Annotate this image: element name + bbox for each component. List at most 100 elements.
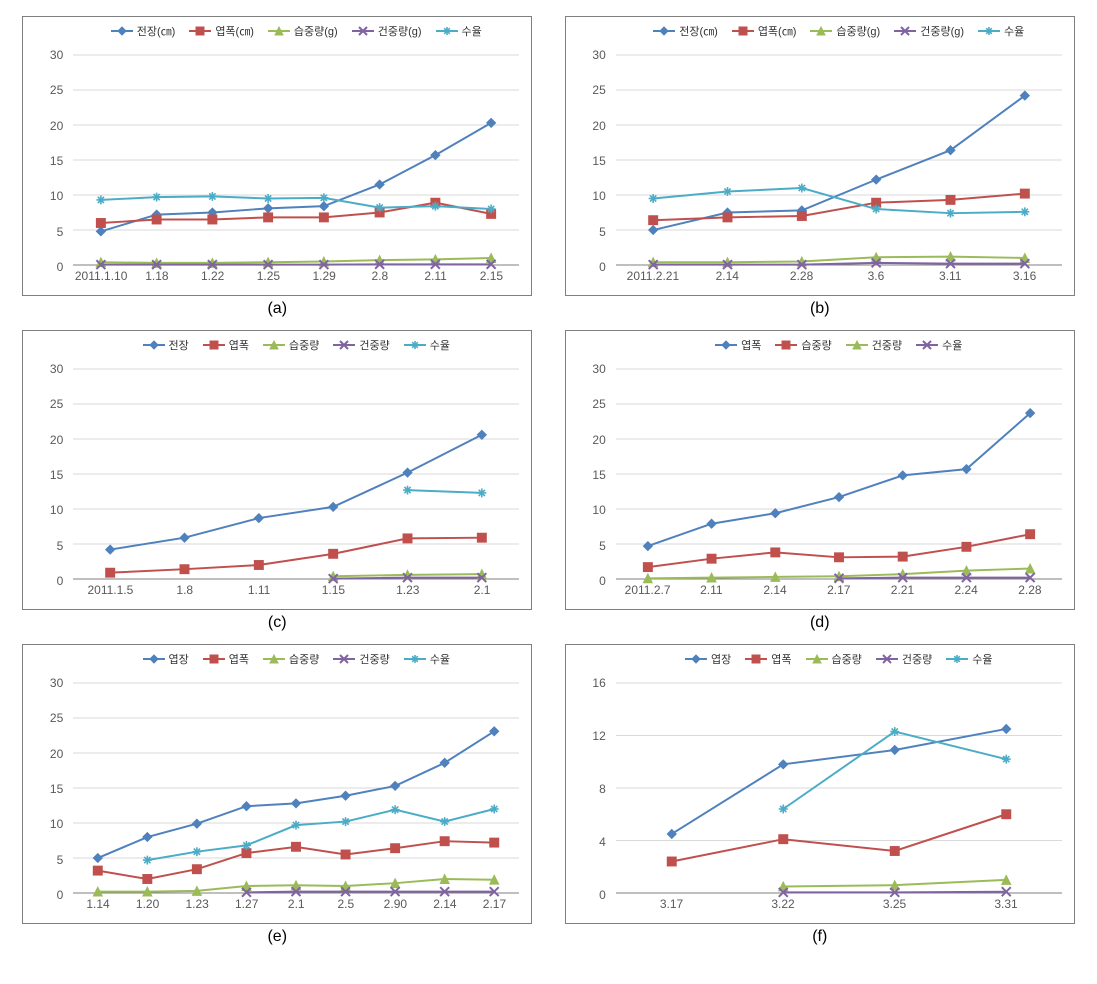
x-tick-label: 3.22	[771, 897, 794, 911]
y-tick-label: 30	[50, 48, 63, 62]
x-tick-label: 2011.1.5	[87, 583, 133, 597]
legend-label: 엽폭	[741, 337, 761, 353]
legend-label: 엽폭	[229, 337, 249, 353]
x-tick-label: 2.24	[954, 583, 977, 597]
legend-item: 건중량	[876, 651, 932, 667]
y-tick-label: 16	[592, 676, 605, 690]
chart-caption: (c)	[268, 614, 287, 632]
legend-swatch	[916, 340, 938, 350]
y-tick-label: 15	[50, 782, 63, 796]
legend: 엽폭 습중량 건중량 수율	[616, 337, 1062, 353]
y-tick-label: 15	[592, 154, 605, 168]
legend-item: 엽폭	[203, 651, 249, 667]
chart-caption: (f)	[812, 928, 827, 946]
legend-swatch	[143, 654, 165, 664]
x-tick-label: 1.20	[136, 897, 159, 911]
y-axis-labels: 051015202530	[566, 369, 612, 579]
legend-swatch	[978, 26, 1000, 36]
legend-label: 수율	[1004, 23, 1024, 39]
legend-label: 습중량	[289, 337, 319, 353]
x-tick-label: 2.90	[384, 897, 407, 911]
legend-swatch	[846, 340, 868, 350]
y-tick-label: 5	[57, 225, 64, 239]
y-tick-label: 10	[592, 503, 605, 517]
y-tick-label: 0	[599, 888, 606, 902]
y-axis-labels: 051015202530	[23, 55, 69, 265]
y-tick-label: 20	[50, 747, 63, 761]
legend-label: 습중량(g)	[836, 23, 880, 39]
legend-swatch	[263, 654, 285, 664]
x-tick-label: 2.28	[1018, 583, 1041, 597]
y-tick-label: 20	[50, 433, 63, 447]
legend-label: 엽장	[169, 651, 189, 667]
x-tick-label: 3.16	[1013, 269, 1036, 283]
x-tick-label: 1.29	[312, 269, 335, 283]
legend-item: 건중량(g)	[352, 23, 422, 39]
legend-label: 전장	[169, 337, 189, 353]
chart-cell-a: 전장(㎝) 엽폭(㎝) 습중량(g) 건중량(g) 수율051015202530…	[16, 16, 539, 318]
x-tick-label: 2.1	[288, 897, 305, 911]
legend-swatch	[946, 654, 968, 664]
x-tick-label: 1.27	[235, 897, 258, 911]
legend-swatch	[715, 340, 737, 350]
legend-swatch	[203, 654, 225, 664]
y-axis-labels: 051015202530	[23, 369, 69, 579]
y-tick-label: 0	[57, 574, 64, 588]
legend-label: 습중량(g)	[294, 23, 338, 39]
chart-caption: (b)	[810, 300, 830, 318]
legend-label: 건중량	[902, 651, 932, 667]
chart-e: 엽장 엽폭 습중량 건중량 수율0510152025301.141.201.23…	[22, 644, 532, 924]
x-tick-label: 1.25	[257, 269, 280, 283]
y-tick-label: 5	[57, 853, 64, 867]
y-tick-label: 25	[50, 83, 63, 97]
legend-item: 건중량	[846, 337, 902, 353]
y-tick-label: 20	[592, 433, 605, 447]
x-tick-label: 2011.2.21	[627, 269, 680, 283]
legend-label: 전장(㎝)	[137, 23, 176, 39]
legend-item: 습중량(g)	[268, 23, 338, 39]
legend-item: 건중량	[333, 651, 389, 667]
y-tick-label: 5	[599, 225, 606, 239]
y-tick-label: 10	[592, 189, 605, 203]
y-tick-label: 0	[599, 260, 606, 274]
y-tick-label: 30	[50, 676, 63, 690]
legend-label: 건중량(g)	[920, 23, 964, 39]
y-tick-label: 0	[57, 260, 64, 274]
chart-cell-e: 엽장 엽폭 습중량 건중량 수율0510152025301.141.201.23…	[16, 644, 539, 946]
legend-swatch	[806, 654, 828, 664]
y-tick-label: 15	[592, 468, 605, 482]
legend-label: 수율	[942, 337, 962, 353]
legend-label: 습중량	[801, 337, 831, 353]
x-tick-label: 3.17	[660, 897, 683, 911]
y-axis-labels: 0481216	[566, 683, 612, 893]
y-tick-label: 0	[57, 888, 64, 902]
legend-label: 엽폭(㎝)	[215, 23, 254, 39]
x-tick-label: 2.5	[337, 897, 354, 911]
y-tick-label: 25	[592, 397, 605, 411]
y-tick-label: 25	[50, 397, 63, 411]
y-tick-label: 25	[592, 83, 605, 97]
y-axis-labels: 051015202530	[566, 55, 612, 265]
x-tick-label: 2.14	[716, 269, 739, 283]
y-tick-label: 20	[50, 119, 63, 133]
legend-item: 전장(㎝)	[111, 23, 176, 39]
legend-item: 수율	[436, 23, 482, 39]
x-tick-label: 2.17	[483, 897, 506, 911]
x-axis-labels: 3.173.223.253.31	[616, 897, 1062, 917]
x-tick-label: 2011.1.10	[75, 269, 128, 283]
chart-b: 전장(㎝) 엽폭(㎝) 습중량(g) 건중량(g) 수율051015202530…	[565, 16, 1075, 296]
chart-c: 전장 엽폭 습중량 건중량 수율0510152025302011.1.51.81…	[22, 330, 532, 610]
x-tick-label: 1.18	[145, 269, 168, 283]
legend: 엽장 엽폭 습중량 건중량 수율	[616, 651, 1062, 667]
y-tick-label: 12	[592, 729, 605, 743]
legend-item: 엽폭(㎝)	[732, 23, 797, 39]
x-tick-label: 2.1	[474, 583, 491, 597]
legend-swatch	[876, 654, 898, 664]
legend-label: 엽폭(㎝)	[758, 23, 797, 39]
x-axis-labels: 2011.2.72.112.142.172.212.242.28	[616, 583, 1062, 603]
x-axis-labels: 2011.1.101.181.221.251.292.82.112.15	[73, 269, 519, 289]
legend-swatch	[810, 26, 832, 36]
legend-label: 엽폭	[229, 651, 249, 667]
legend: 전장(㎝) 엽폭(㎝) 습중량(g) 건중량(g) 수율	[73, 23, 519, 39]
legend-swatch	[404, 340, 426, 350]
